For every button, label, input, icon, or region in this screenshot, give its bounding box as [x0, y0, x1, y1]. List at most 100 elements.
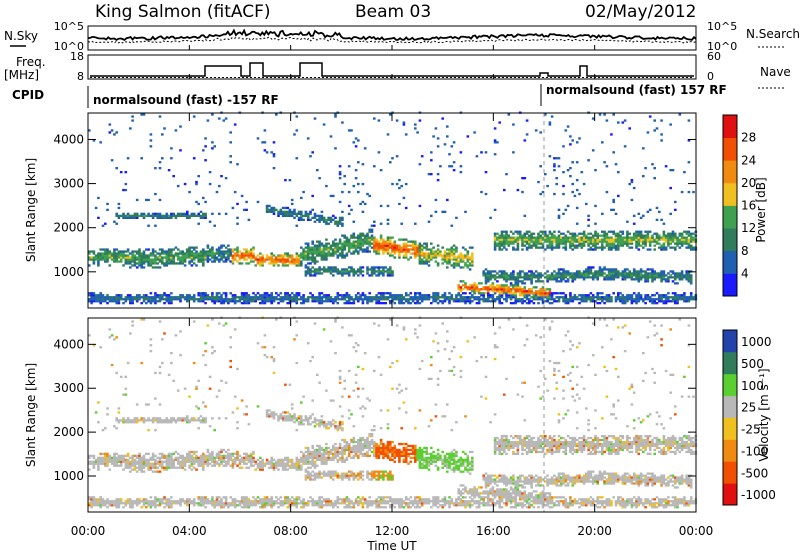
- velocity-cell: [204, 506, 207, 508]
- velocity-cell: [106, 457, 109, 459]
- velocity-cell: [177, 390, 180, 392]
- power-cell: [498, 121, 501, 123]
- power-cell: [464, 300, 467, 302]
- power-cell: [168, 248, 171, 250]
- velocity-cell: [227, 449, 230, 451]
- power-cell: [558, 272, 561, 274]
- power-cell: [243, 256, 246, 258]
- power-cell: [414, 302, 417, 304]
- power-cell: [314, 117, 317, 119]
- power-cell: [289, 215, 292, 217]
- power-cell: [688, 161, 691, 163]
- power-cell: [510, 274, 513, 276]
- power-cell: [633, 237, 636, 239]
- power-cell: [622, 241, 625, 243]
- power-cell: [136, 213, 139, 215]
- power-cell: [131, 215, 134, 217]
- power-cell: [407, 258, 410, 260]
- power-cell: [576, 272, 579, 274]
- velocity-cell: [170, 467, 173, 469]
- power-cell: [138, 248, 141, 250]
- power-cell: [676, 298, 679, 300]
- power-cell: [647, 239, 650, 241]
- power-cell: [658, 243, 661, 245]
- power-cell: [188, 215, 191, 217]
- power-cell: [177, 252, 180, 254]
- power-cell: [111, 296, 114, 298]
- velocity-cell: [145, 465, 148, 467]
- power-cell: [624, 268, 627, 270]
- power-cell: [131, 296, 134, 298]
- power-cell: [296, 294, 299, 296]
- power-cell: [307, 298, 310, 300]
- power-cell: [441, 294, 444, 296]
- power-cell: [635, 278, 638, 280]
- power-cell: [364, 237, 367, 239]
- power-cell: [660, 272, 663, 274]
- power-cell: [587, 237, 590, 239]
- power-cell: [496, 276, 499, 278]
- power-cell: [316, 252, 319, 254]
- power-cell: [544, 231, 547, 233]
- power-cell: [644, 280, 647, 282]
- velocity-cell: [154, 429, 157, 431]
- power-cell: [188, 256, 191, 258]
- power-cell: [603, 231, 606, 233]
- power-cell: [562, 268, 565, 270]
- power-cell: [296, 260, 299, 262]
- power-cell: [316, 241, 319, 243]
- power-cell: [612, 278, 615, 280]
- power-cell: [612, 292, 615, 294]
- power-cell: [688, 119, 691, 121]
- power-cell: [396, 245, 399, 247]
- power-cell: [432, 298, 435, 300]
- noise-left-tick-top: 10^5: [54, 20, 84, 33]
- power-cell: [353, 233, 356, 235]
- velocity-cell: [250, 455, 253, 457]
- power-cell: [414, 256, 417, 258]
- power-cell: [327, 294, 330, 296]
- power-cell: [530, 288, 533, 290]
- power-cell: [286, 292, 289, 294]
- velocity-cell: [225, 504, 228, 506]
- power-cell: [574, 233, 577, 235]
- velocity-cell: [220, 457, 223, 459]
- power-cell: [414, 252, 417, 254]
- power-cell: [368, 229, 371, 231]
- power-cell: [642, 300, 645, 302]
- power-cell: [430, 256, 433, 258]
- power-cell: [145, 298, 148, 300]
- power-cell: [380, 294, 383, 296]
- power-cell: [373, 117, 376, 119]
- power-cell: [663, 245, 666, 247]
- power-cell: [293, 294, 296, 296]
- power-cell: [113, 248, 116, 250]
- power-cell: [663, 231, 666, 233]
- power-cell: [425, 256, 428, 258]
- power-cell: [90, 256, 93, 258]
- power-cell: [596, 243, 599, 245]
- power-cell: [524, 294, 527, 296]
- power-cell: [346, 254, 349, 256]
- power-cell: [113, 254, 116, 256]
- velocity-cell: [216, 496, 219, 498]
- power-cell: [528, 243, 531, 245]
- velocity-cell: [156, 417, 159, 419]
- power-cell: [553, 163, 556, 165]
- velocity-cell: [211, 457, 214, 459]
- power-cell: [113, 298, 116, 300]
- power-cell: [134, 217, 137, 219]
- power-cell: [113, 133, 116, 135]
- velocity-cell: [177, 459, 180, 461]
- power-cell: [517, 298, 520, 300]
- power-cell: [277, 254, 280, 256]
- power-cell: [539, 288, 542, 290]
- velocity-cell: [163, 496, 166, 498]
- power-cell: [610, 245, 613, 247]
- velocity-cell: [239, 500, 242, 502]
- power-cell: [403, 254, 406, 256]
- power-cell: [318, 241, 321, 243]
- power-cell: [318, 296, 321, 298]
- power-cell: [544, 239, 547, 241]
- power-cell: [186, 211, 189, 213]
